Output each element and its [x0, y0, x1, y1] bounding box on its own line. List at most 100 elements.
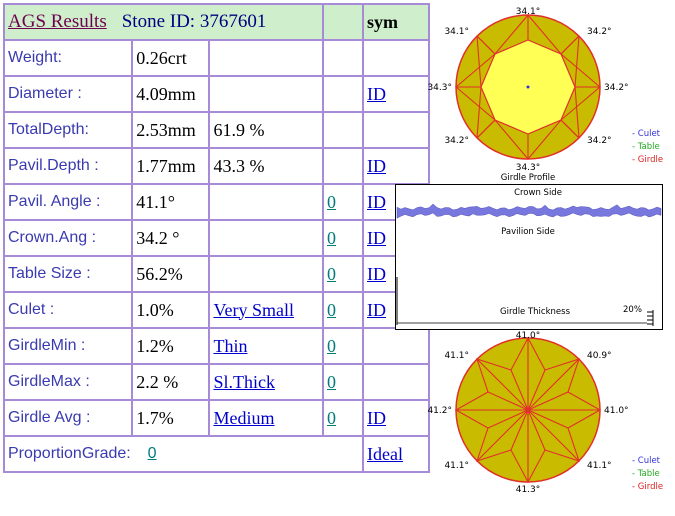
girdle-thickness-label: Girdle Thickness [500, 307, 571, 317]
results-table: AGS Results Stone ID: 3767601 sym Weight… [2, 3, 430, 473]
pavilion-angle-top-left: 41.1° [444, 351, 469, 361]
legend-girdle: - Girdle [632, 155, 663, 165]
row-grade-cell: 0 [322, 327, 364, 365]
pavilion-legend-culet: - Culet [632, 456, 661, 466]
girdle-band [396, 203, 662, 219]
table-row: GirdleMin :1.2% Thin 0 [2, 327, 430, 365]
row-label-cell: Crown.Ang : [2, 219, 134, 257]
row-sym-cell: ID [362, 75, 430, 113]
girdle-thickness-edge [396, 320, 647, 324]
row-label-cell: Diameter : [2, 75, 134, 113]
crown-angle-bottom-left: 34.2° [444, 136, 469, 146]
ags-results-link[interactable]: AGS Results [8, 11, 107, 32]
row-extra-cell [208, 75, 324, 113]
crown-angle-left: 34.3° [427, 83, 452, 93]
row-sym-link[interactable]: ID [367, 263, 386, 284]
row-sym-link[interactable]: ID [367, 155, 386, 176]
row-grade-link[interactable]: 0 [327, 407, 336, 428]
row-extra-cell: 43.3 % [208, 147, 324, 185]
table-row: Culet :1.0% Very Small 0 ID [2, 291, 430, 329]
pavilion-diagram: 41.0° 40.9° 41.0° 41.1° 41.3° 41.1° 41.2… [427, 331, 663, 495]
row-label-cell: Culet : [2, 291, 134, 329]
row-sym-link[interactable]: ID [367, 227, 386, 248]
row-extra-cell: 61.9 % [208, 111, 324, 149]
pavilion-facet-lines [454, 336, 602, 484]
crown-angle-top: 34.1° [516, 7, 541, 17]
row-extra-cell: Very Small [208, 291, 324, 329]
row-value-cell: 41.1° [131, 183, 211, 221]
crown-diagram: 34.1° 34.2° 34.2° 34.2° 34.3° 34.2° 34.3… [427, 7, 663, 173]
row-grade-cell: 0 [322, 363, 364, 401]
proportion-cell: ProportionGrade: 0 [3, 435, 364, 473]
row-extra-cell: Medium [208, 399, 324, 437]
row-extra-cell [208, 39, 324, 77]
table-row: Pavil.Depth :1.77mm 43.3 % ID [2, 147, 430, 185]
row-grade-cell: 0 [322, 255, 364, 293]
row-extra-link[interactable]: Sl.Thick [213, 371, 275, 392]
row-value-cell: 56.2% [131, 255, 211, 293]
header-cell: AGS Results Stone ID: 3767601 [3, 3, 324, 41]
crown-culet-dot [526, 85, 530, 89]
row-label-cell: Pavil. Angle : [2, 183, 134, 221]
row-grade-link[interactable]: 0 [327, 191, 336, 212]
table-row: Crown.Ang :34.2 ° 0 ID [2, 219, 430, 257]
proportion-label: ProportionGrade: [8, 445, 131, 462]
row-value-cell: 1.7% [131, 399, 211, 437]
crown-angle-bottom: 34.3° [516, 163, 541, 173]
pavilion-angle-bottom: 41.3° [516, 485, 541, 495]
row-sym-link[interactable]: ID [367, 407, 386, 428]
crown-angle-top-left: 34.1° [444, 27, 469, 37]
girdle-profile: Girdle Profile Crown Side Pavilion Side … [395, 173, 663, 330]
row-value-cell: 1.0% [131, 291, 211, 329]
crown-angle-right: 34.2° [604, 83, 629, 93]
row-value-cell: 2.2 % [131, 363, 211, 401]
pavilion-angle-right: 41.0° [604, 406, 629, 416]
header-spacer [322, 3, 364, 41]
row-extra-cell: Sl.Thick [208, 363, 324, 401]
row-grade-cell: 0 [322, 399, 364, 437]
row-label-cell: Pavil.Depth : [2, 147, 134, 185]
header-row: AGS Results Stone ID: 3767601 sym [3, 3, 430, 41]
row-sym-cell: ID [362, 147, 430, 185]
row-grade-cell: 0 [322, 291, 364, 329]
stone-id: Stone ID: 3767601 [121, 11, 267, 32]
row-extra-cell [208, 255, 324, 293]
row-extra-link[interactable]: Very Small [213, 299, 294, 320]
proportion-row: ProportionGrade: 0 Ideal [3, 435, 430, 473]
row-sym-link[interactable]: ID [367, 299, 386, 320]
row-label-cell: GirdleMin : [2, 327, 134, 365]
row-sym-cell: ID [362, 399, 430, 437]
table-row: Table Size :56.2% 0 ID [2, 255, 430, 293]
pavilion-angle-top: 41.0° [516, 331, 541, 341]
table-row: Weight: 0.26crt [2, 39, 430, 77]
row-label-cell: Table Size : [2, 255, 134, 293]
table-row: Girdle Avg :1.7% Medium 0 ID [2, 399, 430, 437]
row-grade-link[interactable]: 0 [327, 299, 336, 320]
row-sym-link[interactable]: ID [367, 191, 386, 212]
row-grade-link[interactable]: 0 [327, 371, 336, 392]
row-value-cell: 34.2 ° [131, 219, 211, 257]
row-label-cell: TotalDepth: [2, 111, 134, 149]
row-extra-cell: Thin [208, 327, 324, 365]
table-row: TotalDepth: 2.53mm 61.9 % [2, 111, 430, 149]
row-sym-link[interactable]: ID [367, 83, 386, 104]
pavilion-angle-left: 41.2° [427, 406, 452, 416]
row-grade-cell: 0 [322, 183, 364, 221]
legend-culet: - Culet [632, 129, 661, 139]
proportion-result-cell: Ideal [362, 435, 430, 473]
row-grade-link[interactable]: 0 [327, 227, 336, 248]
proportion-result-link[interactable]: Ideal [367, 443, 403, 464]
row-grade-cell [322, 39, 364, 77]
row-extra-link[interactable]: Thin [213, 335, 248, 356]
row-label-cell: Girdle Avg : [2, 399, 134, 437]
proportion-grade-link[interactable]: 0 [147, 445, 157, 462]
pavilion-angle-bottom-right: 41.1° [587, 461, 612, 471]
row-sym-cell [362, 111, 430, 149]
legend-table: - Table [632, 142, 660, 152]
row-grade-link[interactable]: 0 [327, 263, 336, 284]
row-value-cell: 1.2% [131, 327, 211, 365]
row-extra-link[interactable]: Medium [213, 407, 275, 428]
pavilion-legend-girdle: - Girdle [632, 482, 663, 492]
row-grade-cell [322, 75, 364, 113]
row-grade-link[interactable]: 0 [327, 335, 336, 356]
